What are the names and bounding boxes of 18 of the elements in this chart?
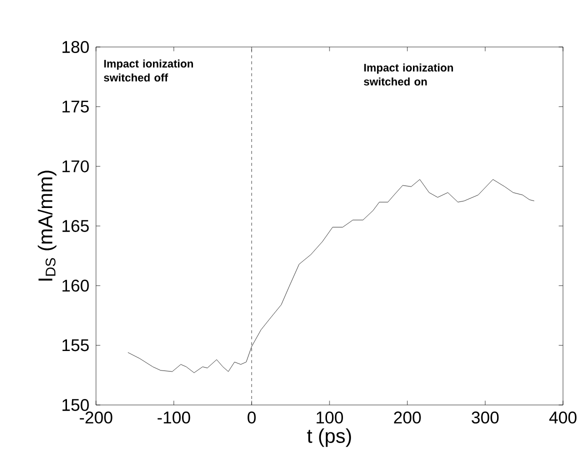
y-tick-label: 165 <box>62 220 89 232</box>
y-axis-title: I$_{DS}$ (mA/mm) <box>38 170 56 281</box>
y-tick-label: 170 <box>62 160 89 172</box>
x-tick-label: 400 <box>549 412 576 424</box>
x-tick-label: -100 <box>158 412 190 424</box>
x-tick-label: 100 <box>316 412 343 424</box>
x-tick-label: -200 <box>80 412 112 424</box>
x-tick-label: 200 <box>394 412 421 424</box>
annotation: Impact ionization switched on <box>364 64 453 86</box>
y-tick-label: 160 <box>62 280 89 292</box>
y-tick-label: 175 <box>62 100 89 113</box>
x-axis-title: t (ps) <box>307 428 351 447</box>
y-tick-label: 180 <box>62 40 89 53</box>
annotation: Impact ionization switched off <box>104 60 193 82</box>
x-tick-label: 300 <box>472 412 499 424</box>
x-tick-label: 0 <box>248 412 256 424</box>
y-tick-label: 155 <box>62 339 89 352</box>
y-tick-label: 150 <box>62 398 89 411</box>
